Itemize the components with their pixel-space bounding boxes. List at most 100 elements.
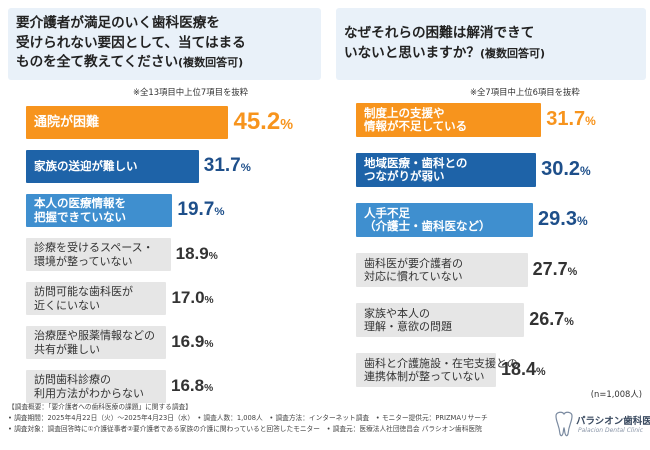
left-bar-label-5: 訪問可能な歯科医が 近くにいない — [26, 285, 133, 312]
right-bar-6: 歯科と介護施設・在宅支援との 連携体制が整っていない — [356, 353, 518, 387]
footer-line-3: • 調査対象：調査回答時に①介護従事者②要介護者である家族の介護に関わっていると… — [8, 425, 482, 433]
left-value-number: 31.7 — [203, 154, 241, 176]
left-bar-5: 訪問可能な歯科医が 近くにいない — [26, 282, 167, 315]
left-value-unit: % — [240, 161, 251, 174]
sample-size-note: (n=1,008人) — [590, 389, 642, 399]
right-bar-label-line: 歯科医が要介護者の — [364, 256, 463, 270]
left-value-number: 45.2 — [233, 107, 281, 135]
right-value-5: 26.7% — [529, 309, 574, 330]
right-value-number: 30.2 — [541, 157, 581, 180]
right-question-box: なぜそれらの困難は解消できて いないと思いますか？(複数回答可) — [336, 8, 646, 80]
right-question-line-2: いないと思いますか？(複数回答可) — [344, 44, 638, 64]
right-value-unit: % — [576, 213, 588, 228]
right-bar-label-line: 人手不足 — [364, 205, 410, 220]
right-value-4: 27.7% — [533, 259, 578, 280]
left-question-box: 要介護者が満足のいく歯科医療を 受けられない要因として、当てはまる ものを全て教… — [8, 8, 321, 80]
right-bar-label-line: 制度上の支援や — [364, 105, 445, 120]
right-value-number: 18.4 — [501, 358, 537, 379]
left-value-unit: % — [204, 382, 214, 394]
left-value-number: 18.9 — [175, 243, 209, 263]
right-panel: なぜそれらの困難は解消できて いないと思いますか？(複数回答可) ※全7項目中上… — [328, 0, 650, 398]
right-value-unit: % — [564, 315, 574, 328]
right-bar-label-line: 地域医療・歯科との — [364, 155, 468, 170]
left-bar-label-line: 家族の送迎が難しい — [34, 158, 138, 173]
left-bar-label-line: 近くにいない — [34, 298, 100, 312]
right-bar-label-line: 連携体制が整っていない — [364, 370, 485, 383]
left-bar-label-1: 通院が困難 — [26, 116, 99, 130]
tooth-icon — [555, 411, 573, 437]
left-value-7: 16.8% — [171, 376, 213, 396]
left-bar-label-4: 診療を受けるスペース・ 環境が整っていない — [26, 241, 154, 268]
footer-line-2: • 調査期間：2025年4月22日（火）〜2025年4月23日（水） • 調査人… — [8, 414, 488, 422]
left-value-unit: % — [280, 116, 293, 133]
right-value-6: 18.4% — [501, 359, 546, 380]
left-bar-label-line: 治療歴や服薬情報などの — [34, 329, 155, 342]
right-bar-2: 地域医療・歯科との つながりが弱い — [356, 153, 537, 187]
right-bar-label-1: 制度上の支援や 情報が不足している — [356, 105, 468, 134]
right-bar-label-line: 情報が不足している — [364, 119, 468, 133]
left-bar-label-line: 環境が整っていない — [34, 254, 133, 268]
clinic-logo-name: パラシオン歯科医院 — [576, 416, 650, 427]
right-bar-label-5: 家族や本人の 理解・意欲の問題 — [356, 307, 452, 334]
clinic-logo-tagline: Palacion Dental Clinic — [578, 427, 643, 434]
left-bar-2: 家族の送迎が難しい — [26, 150, 199, 183]
left-value-number: 16.9 — [171, 331, 205, 351]
left-question-line-2: 受けられない要因として、当てはまる — [16, 34, 246, 51]
left-value-number: 19.7 — [177, 198, 215, 220]
left-bar-1: 通院が困難 — [26, 106, 229, 139]
left-selection-note: ※全13項目中上位7項目を抜粋 — [133, 87, 249, 97]
right-value-unit: % — [585, 113, 596, 128]
left-bar-6: 治療歴や服薬情報などの 共有が難しい — [26, 326, 167, 359]
right-bar-label-line: 対応に慣れていない — [364, 270, 463, 283]
left-value-2: 31.7% — [204, 155, 251, 177]
right-value-unit: % — [567, 265, 578, 278]
right-bar-label-4: 歯科医が要介護者の 対応に慣れていない — [356, 257, 463, 284]
left-bar-label-line: 訪問歯科診療の — [34, 373, 111, 386]
right-bar-label-2: 地域医療・歯科との つながりが弱い — [356, 155, 468, 184]
right-bar-3: 人手不足 （介護士・歯科医など） — [356, 203, 534, 237]
right-bar-label-line: つながりが弱い — [364, 169, 445, 183]
right-value-number: 29.3 — [538, 207, 577, 230]
right-question-line-1: なぜそれらの困難は解消できて — [344, 25, 535, 41]
right-bar-label-line: 家族や本人の — [364, 306, 430, 320]
right-bar-label-6: 歯科と介護施設・在宅支援との 連携体制が整っていない — [356, 357, 518, 384]
left-value-number: 16.8 — [171, 375, 205, 395]
right-bar-label-line: 理解・意欲の問題 — [364, 320, 452, 333]
left-question-line-3: ものを全て教えてください(複数回答可) — [16, 53, 313, 73]
right-value-unit: % — [536, 365, 546, 378]
right-question-line-2-text: いないと思いますか？ — [344, 44, 480, 61]
right-value-unit: % — [580, 163, 591, 178]
left-bar-label-3: 本人の医療情報を 把握できていない — [26, 196, 126, 224]
left-value-number: 17.0 — [171, 287, 205, 307]
right-value-number: 31.7 — [546, 107, 586, 130]
left-value-6: 16.9% — [171, 332, 213, 352]
left-bar-label-line: 把握できていない — [34, 209, 126, 224]
left-question-suffix: (複数回答可) — [178, 56, 244, 69]
right-value-2: 30.2% — [541, 158, 591, 181]
left-panel: 要介護者が満足のいく歯科医療を 受けられない要因として、当てはまる ものを全て教… — [0, 0, 325, 403]
left-bar-label-7: 訪問歯科診療の 利用方法がわからない — [26, 373, 144, 400]
right-value-3: 29.3% — [538, 208, 588, 231]
right-bar-label-line: 歯科と介護施設・在宅支援との — [364, 356, 518, 370]
right-value-1: 31.7% — [546, 108, 596, 131]
right-bar-1: 制度上の支援や 情報が不足している — [356, 103, 542, 137]
left-bar-label-line: 共有が難しい — [34, 342, 100, 356]
left-question-line-3-text: ものを全て教えてください — [16, 54, 179, 70]
left-bar-label-6: 治療歴や服薬情報などの 共有が難しい — [26, 329, 155, 356]
left-question-line-1: 要介護者が満足のいく歯科医療を — [16, 15, 220, 31]
right-bar-label-line: （介護士・歯科医など） — [364, 219, 491, 233]
left-bar-3: 本人の医療情報を 把握できていない — [26, 194, 173, 227]
right-question-suffix: (複数回答可) — [479, 46, 545, 60]
right-value-number: 27.7 — [532, 258, 568, 279]
left-bar-4: 診療を受けるスペース・ 環境が整っていない — [26, 238, 171, 271]
left-value-unit: % — [204, 338, 214, 350]
right-bar-5: 家族や本人の 理解・意欲の問題 — [356, 303, 525, 337]
left-value-1: 45.2% — [233, 108, 293, 136]
clinic-logo: パラシオン歯科医院 Palacion Dental Clinic — [552, 410, 650, 440]
left-bar-label-line: 通院が困難 — [34, 114, 100, 130]
right-bar-label-3: 人手不足 （介護士・歯科医など） — [356, 205, 491, 234]
left-value-unit: % — [204, 294, 214, 306]
left-value-unit: % — [214, 205, 225, 218]
survey-footer: 【調査概要：「要介護者への歯科医療の課題」に関する調査】 • 調査期間：2025… — [8, 402, 538, 448]
left-value-unit: % — [208, 250, 218, 262]
